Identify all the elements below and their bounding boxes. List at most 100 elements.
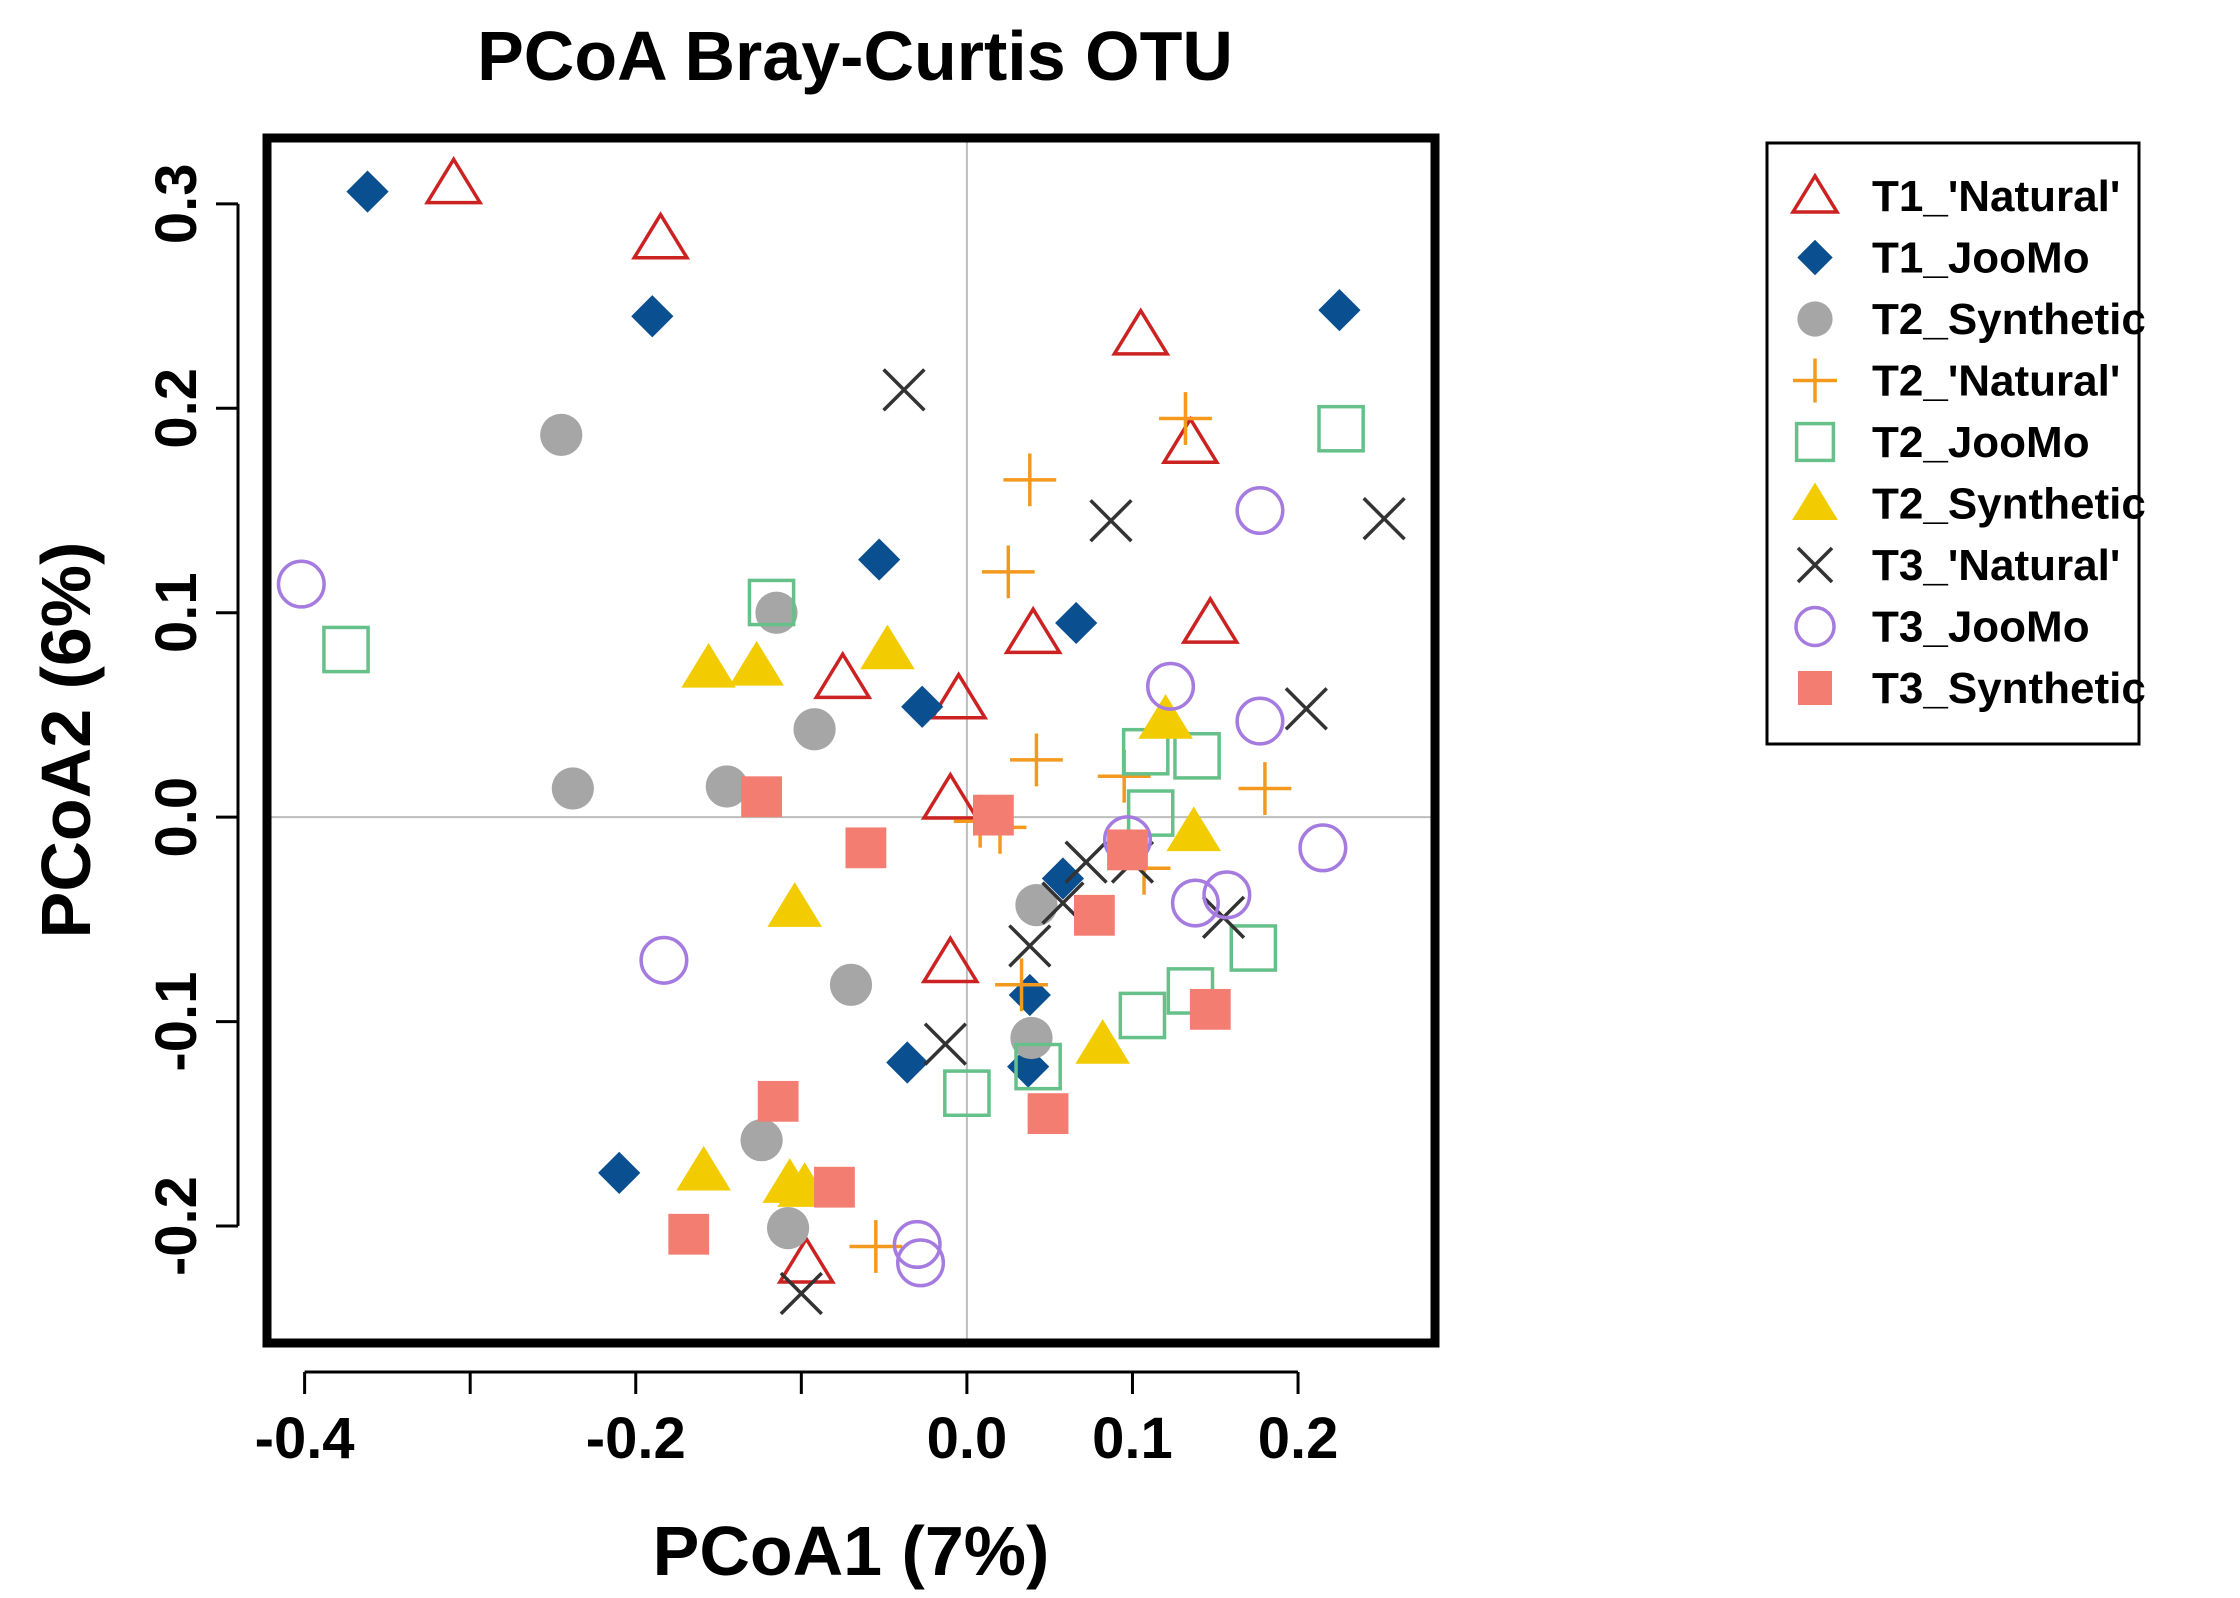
data-point [1318, 289, 1361, 332]
data-point [1159, 392, 1212, 445]
data-point [1089, 499, 1133, 543]
data-point [860, 624, 915, 670]
data-point [1238, 762, 1292, 815]
legend-entry: T3_'Natural' [1796, 541, 2120, 590]
data-point [551, 767, 594, 810]
data-point [920, 934, 980, 984]
legend-entry: T1_JooMo [1797, 234, 2090, 283]
y-tick-label: 0.1 [144, 572, 209, 653]
data-point [1003, 605, 1063, 655]
data-point [972, 794, 1014, 836]
legend-marker [1796, 546, 1834, 584]
data-point [1064, 840, 1108, 884]
x-tick-label: 0.2 [1258, 1406, 1339, 1471]
data-point [1073, 894, 1115, 936]
data-point [1008, 973, 1051, 1017]
y-axis: -0.2 -0.1 0.0 0.1 0.2 0.3 [144, 164, 240, 1276]
data-point [424, 156, 484, 205]
data-point [1166, 806, 1222, 852]
data-point [1170, 878, 1220, 928]
data-point [1362, 497, 1406, 541]
data-markers [276, 156, 1406, 1316]
data-point [1202, 870, 1252, 920]
data-point [1118, 991, 1167, 1040]
data-point [631, 211, 691, 260]
x-tick-label: 0.1 [1092, 1406, 1173, 1471]
data-point [1075, 1019, 1130, 1064]
data-point [1284, 687, 1328, 731]
legend-entry: T3_Synthetic [1798, 664, 2146, 713]
legend-marker [1794, 605, 1836, 648]
data-point [1229, 924, 1278, 972]
data-point [1298, 823, 1348, 873]
data-point [901, 685, 944, 728]
data-point [747, 578, 796, 627]
x-tick-label: -0.4 [255, 1406, 355, 1471]
series-8 [276, 485, 1348, 1288]
data-point [322, 625, 370, 674]
y-tick-label: 0.0 [144, 777, 209, 858]
legend-label: T2_'Natural' [1872, 357, 2120, 406]
plot-area [271, 142, 1431, 1339]
data-point [895, 1238, 946, 1288]
data-point [767, 882, 822, 927]
plot-frame [262, 133, 1440, 1348]
legend-entry: T2_Synthetic [1792, 480, 2146, 529]
legend: T1_'Natural' T1_JooMo T2_Synthetic T2_'Natu… [1765, 141, 2146, 746]
legend-label: T3_Synthetic [1872, 664, 2146, 713]
data-point [1146, 661, 1196, 711]
legend-label: T3_JooMo [1872, 603, 2090, 652]
x-tick-label: -0.2 [586, 1406, 686, 1471]
legend-label: T1_JooMo [1872, 234, 2090, 283]
data-point [1235, 696, 1285, 746]
x-axis-label: PCoA1 (7%) [653, 1512, 1050, 1590]
legend-marker [1792, 482, 1838, 520]
data-point [766, 1206, 810, 1250]
data-point [631, 295, 674, 338]
data-point [1180, 595, 1240, 644]
data-point [1111, 307, 1171, 356]
data-point [886, 1041, 929, 1084]
legend-marker [1797, 301, 1833, 337]
data-point [943, 1069, 991, 1117]
series-3 [540, 413, 1058, 1250]
data-point [923, 1022, 968, 1066]
data-point [639, 935, 689, 985]
legend-label: T2_Synthetic [1872, 295, 2146, 344]
data-point [845, 827, 887, 869]
data-point [892, 1219, 942, 1270]
data-point [920, 771, 980, 820]
legend-entry: T1_'Natural' [1789, 172, 2120, 221]
data-point [1010, 1016, 1053, 1060]
data-point [1138, 694, 1193, 739]
series-9 [668, 776, 1231, 1255]
data-point [1027, 1093, 1069, 1135]
data-point [276, 559, 326, 609]
chart-title: PCoA Bray-Curtis OTU [477, 17, 1233, 95]
series-4 [849, 392, 1292, 1273]
data-point [729, 640, 784, 686]
data-point [1126, 789, 1175, 837]
y-tick-label: -0.2 [144, 1176, 209, 1276]
y-tick-label: 0.2 [144, 368, 209, 449]
data-point [858, 538, 901, 581]
legend-marker [1793, 358, 1837, 403]
legend-marker [1798, 671, 1832, 705]
data-point [1107, 829, 1148, 871]
legend-entry: T2_JooMo [1794, 418, 2090, 467]
data-point [346, 170, 389, 213]
data-point [882, 368, 926, 412]
series-1 [424, 156, 1240, 1284]
data-point [776, 1235, 836, 1284]
data-point [1055, 601, 1098, 645]
data-point [929, 671, 989, 720]
legend-label: T1_'Natural' [1872, 172, 2120, 221]
data-point [1173, 732, 1221, 780]
legend-marker [1789, 172, 1841, 214]
legend-marker [1797, 239, 1833, 276]
legend-box [1765, 141, 2141, 746]
data-point [779, 1271, 823, 1316]
x-tick-label: 0.0 [927, 1406, 1008, 1471]
legend-label: T3_'Natural' [1872, 541, 2120, 590]
